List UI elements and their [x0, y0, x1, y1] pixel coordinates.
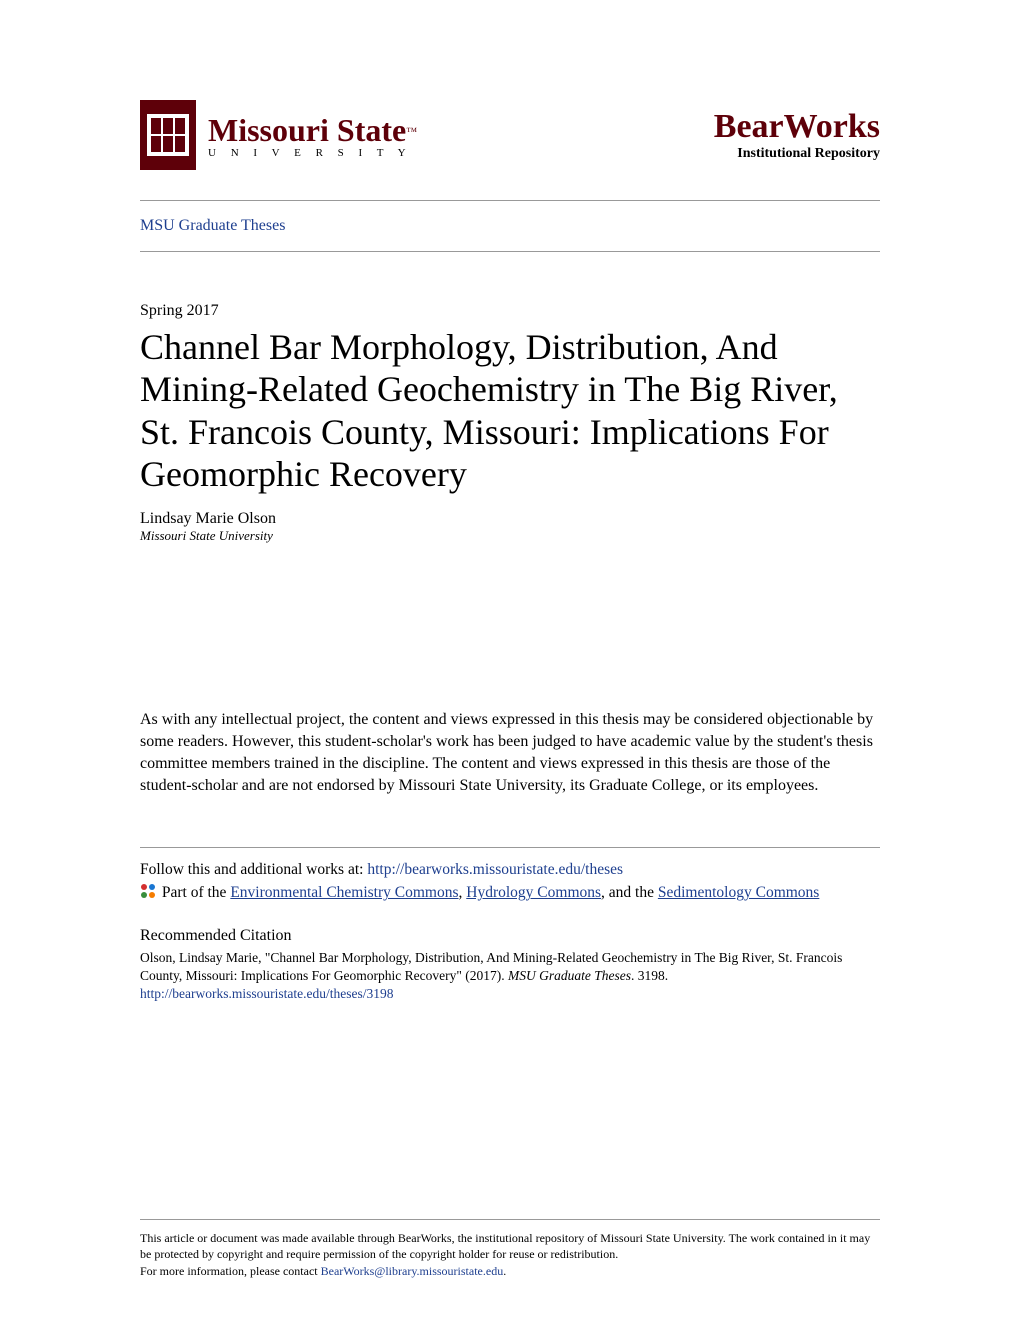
university-logo-text: Missouri State™ U N I V E R S I T Y: [208, 112, 417, 159]
repository-subtitle: Institutional Repository: [714, 146, 880, 162]
commons-sep-2: , and the: [601, 884, 658, 901]
citation-text-1: Olson, Lindsay Marie, "Channel Bar Morph…: [140, 950, 842, 983]
citation-italic: MSU Graduate Theses: [508, 968, 631, 983]
follow-section: Follow this and additional works at: htt…: [140, 847, 880, 905]
footer-divider: [140, 1219, 880, 1220]
trademark-symbol: ™: [406, 126, 417, 138]
commons-link-1[interactable]: Environmental Chemistry Commons: [230, 884, 458, 901]
author-name: Lindsay Marie Olson: [140, 510, 880, 528]
footer-email-link[interactable]: BearWorks@library.missouristate.edu: [321, 1264, 504, 1278]
footer-line-2-prefix: For more information, please contact: [140, 1264, 321, 1278]
citation-url-link[interactable]: http://bearworks.missouristate.edu/these…: [140, 986, 393, 1001]
citation-body: Olson, Lindsay Marie, "Channel Bar Morph…: [140, 949, 880, 1004]
page-header: Missouri State™ U N I V E R S I T Y Bear…: [140, 100, 880, 170]
page-footer: This article or document was made availa…: [140, 1209, 880, 1280]
commons-link-2[interactable]: Hydrology Commons: [466, 884, 601, 901]
repository-title: BearWorks: [714, 108, 880, 146]
university-subtitle: U N I V E R S I T Y: [208, 147, 417, 159]
citation-heading: Recommended Citation: [140, 927, 880, 945]
theses-url-link[interactable]: http://bearworks.missouristate.edu/these…: [367, 861, 623, 878]
breadcrumb-divider: [140, 251, 880, 252]
breadcrumb-link[interactable]: MSU Graduate Theses: [140, 211, 880, 241]
network-icon: [140, 883, 156, 899]
footer-line-1: This article or document was made availa…: [140, 1231, 870, 1262]
follow-prefix: Follow this and additional works at:: [140, 861, 367, 878]
follow-divider: [140, 847, 880, 848]
author-affiliation: Missouri State University: [140, 528, 880, 544]
university-seal-icon: [140, 100, 196, 170]
university-logo-block: Missouri State™ U N I V E R S I T Y: [140, 100, 417, 170]
document-title: Channel Bar Morphology, Distribution, An…: [140, 326, 880, 496]
disclaimer-text: As with any intellectual project, the co…: [140, 709, 880, 797]
publication-date: Spring 2017: [140, 302, 880, 320]
footer-line-2-suffix: .: [503, 1264, 506, 1278]
breadcrumb-label: MSU Graduate Theses: [140, 217, 285, 234]
university-name: Missouri State: [208, 112, 406, 148]
repository-branding: BearWorks Institutional Repository: [714, 108, 880, 162]
commons-link-3[interactable]: Sedimentology Commons: [658, 884, 819, 901]
header-divider: [140, 200, 880, 201]
part-of-prefix: Part of the: [158, 884, 230, 901]
citation-text-2: . 3198.: [631, 968, 668, 983]
